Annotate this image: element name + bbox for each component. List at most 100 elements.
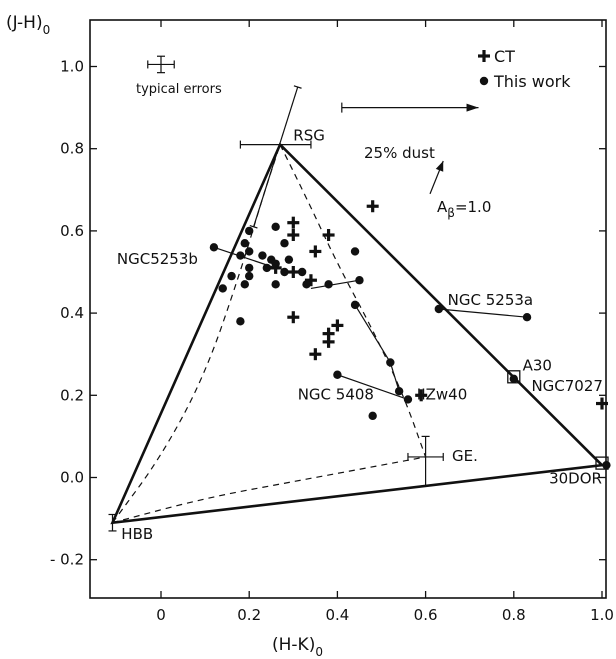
ct-point [322, 229, 335, 242]
x-tick-label: 1.0 [590, 606, 614, 624]
model-lines [110, 142, 605, 525]
dashed-curve [112, 456, 426, 524]
annotation-label: HBB [121, 525, 153, 543]
error-bars [108, 55, 444, 532]
ct-point [596, 397, 608, 410]
this-work-point [280, 239, 289, 248]
ct-point [366, 200, 379, 213]
legend-plus-marker [478, 50, 490, 62]
ct-point [287, 216, 300, 229]
this-work-point [262, 263, 272, 273]
ct-point [309, 245, 322, 258]
y-tick-label: 0.2 [60, 386, 84, 404]
this-work-point [227, 271, 236, 281]
this-work-point [350, 247, 360, 256]
this-work-point [280, 267, 289, 277]
model-point-error [407, 435, 444, 487]
extinction-label: Aβ=1.0 [437, 198, 491, 220]
this-work-point [240, 239, 249, 248]
dust-arrow-group: 25% dust [341, 102, 479, 162]
this-work-point [245, 226, 254, 236]
legend-dot-marker [479, 76, 489, 86]
typical-errors-label: typical errors [136, 82, 222, 97]
legend-plus-symbol [478, 50, 490, 62]
connected-pairs [213, 246, 528, 400]
legend-item-this-work: This work [479, 72, 571, 91]
this-work-point [368, 411, 377, 421]
model-point-error [239, 140, 312, 149]
x-axis-ticks: 0 0.2 0.4 0.6 0.8 1.0 [156, 20, 614, 624]
y-tick-label: 0.8 [60, 140, 84, 158]
typical-error-bar [147, 55, 175, 74]
this-work-point [350, 300, 360, 310]
x-tick-label: 0.6 [414, 606, 438, 624]
y-axis-ticks: - 0.2 0.0 0.2 0.4 0.6 0.8 1.0 [50, 58, 606, 569]
this-work-point [236, 251, 245, 260]
pair-connector [310, 279, 360, 290]
rsg-err-cap [293, 85, 302, 89]
extinction-arrow-head [435, 161, 444, 172]
this-work-point [245, 247, 254, 256]
dashed-curve [279, 144, 427, 458]
annotation-label: 30DOR [549, 470, 602, 488]
this-work-point [209, 243, 219, 252]
pair-connector [389, 362, 400, 392]
ct-point [287, 311, 300, 324]
pair-connector [438, 308, 528, 318]
this-work-point [522, 313, 532, 322]
y-tick-label: 1.0 [60, 58, 84, 76]
this-work-point [333, 370, 342, 379]
this-work-point [602, 460, 611, 470]
y-axis-title: (J-H)0 [6, 13, 50, 37]
legend-item-ct: CT [478, 47, 515, 66]
this-work-point [271, 259, 280, 268]
annotation-label: NGC 5408 [298, 385, 374, 403]
this-work-point [394, 386, 404, 396]
legend: CT This work [478, 47, 571, 91]
this-work-point [271, 280, 280, 289]
this-work-point [236, 317, 245, 326]
annotation-label: GE. [452, 447, 478, 465]
ct-point [309, 348, 322, 361]
model-point-error [108, 513, 117, 532]
x-tick-label: 0 [156, 606, 166, 624]
this-work-point [509, 374, 518, 384]
this-work-point [284, 255, 294, 264]
extinction-arrow-group: Aβ=1.0 [429, 160, 491, 220]
annotation-label: RSG [293, 126, 325, 144]
this-work-point [355, 276, 364, 285]
annotations: NGC5253b NGC 5253a A30 NGC7027 NGC 5408 IIZw4… [117, 126, 603, 543]
typical-errors-group: typical errors [136, 82, 222, 97]
dust-label: 25% dust [364, 144, 435, 162]
this-work-point [240, 280, 249, 289]
ct-point [331, 319, 344, 332]
plot-frame [89, 19, 607, 599]
ct-point [415, 389, 428, 402]
x-tick-label: 0.2 [237, 606, 261, 624]
x-axis-title: (H-K)0 [272, 635, 323, 659]
this-work-point [403, 395, 413, 404]
legend-label-ct: CT [494, 47, 515, 66]
this-work-point [297, 267, 307, 277]
legend-dot-symbol [479, 76, 489, 86]
ct-point [287, 229, 300, 242]
this-work-point [386, 358, 395, 367]
y-tick-label: - 0.2 [50, 551, 84, 569]
annotation-label: NGC7027 [531, 377, 603, 395]
axes [89, 19, 607, 599]
annotation-label: NGC5253b [117, 250, 198, 268]
y-tick-label: 0.0 [60, 469, 84, 487]
annotation-label: NGC 5253a [448, 291, 533, 309]
this-work-point [324, 280, 333, 289]
y-tick-label: 0.4 [60, 304, 84, 322]
series-this-work [209, 222, 611, 470]
ct-point [322, 335, 335, 348]
this-work-point [434, 304, 444, 314]
rsg-err-cap [249, 225, 258, 229]
x-tick-label: 0.8 [502, 606, 526, 624]
solid-triangle [110, 142, 605, 525]
this-work-point [271, 222, 280, 231]
legend-label-this-work: This work [493, 72, 571, 91]
x-tick-label: 0.4 [325, 606, 349, 624]
